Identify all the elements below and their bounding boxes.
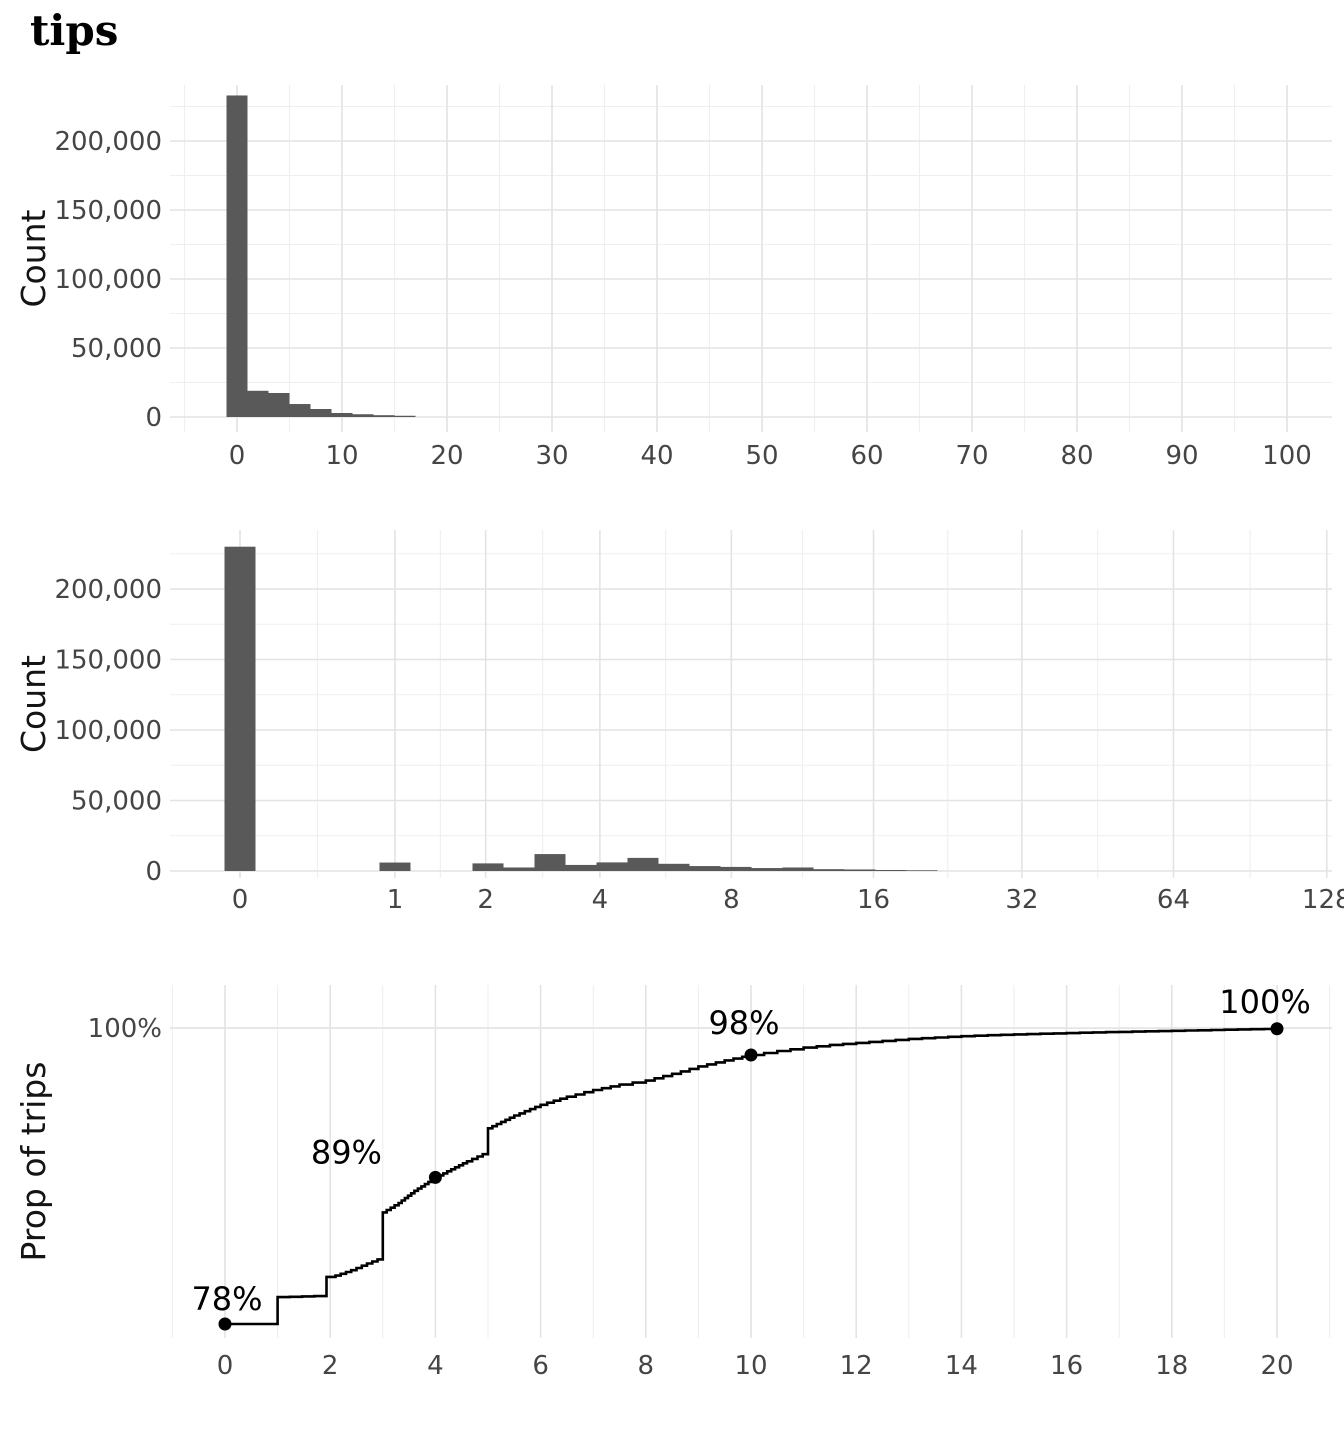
y-tick-label: 150,000 xyxy=(54,646,162,676)
histogram-bar xyxy=(875,870,907,871)
y-tick-label: 100,000 xyxy=(54,716,162,746)
x-tick-label: 10 xyxy=(734,1351,767,1381)
histogram-bar xyxy=(596,862,628,871)
y-axis-title: Count xyxy=(14,209,53,307)
x-tick-label: 0 xyxy=(217,1351,234,1381)
x-tick-label: 0 xyxy=(232,885,249,915)
histogram-bar xyxy=(373,415,395,417)
x-tick-label: 2 xyxy=(322,1351,339,1381)
figure-title: tips xyxy=(30,6,119,55)
y-axis-title: Prop of trips xyxy=(14,1062,53,1262)
histogram-bar xyxy=(289,404,311,417)
x-tick-label: 64 xyxy=(1157,885,1190,915)
point-label: 100% xyxy=(1219,983,1310,1021)
x-tick-label: 40 xyxy=(640,441,673,471)
y-tick-label: 50,000 xyxy=(71,787,162,817)
x-tick-label: 1 xyxy=(387,885,404,915)
histogram-bar xyxy=(906,870,938,871)
histogram-log-chart: 0 1 2 4 8 16 32 64 128 0 50,000 100,000 150,000 200,0… xyxy=(14,530,1344,915)
histogram-bar xyxy=(813,869,845,871)
x-tick-label: 16 xyxy=(1050,1351,1083,1381)
point-label: 78% xyxy=(191,1280,262,1318)
x-tick-label: 20 xyxy=(430,441,463,471)
x-tick-label: 70 xyxy=(955,441,988,471)
histogram-bar xyxy=(782,867,814,871)
x-tick-label: 4 xyxy=(427,1351,444,1381)
x-tick-label: 60 xyxy=(850,441,883,471)
ecdf-point xyxy=(218,1317,232,1331)
y-tick-label: 50,000 xyxy=(71,334,162,364)
histogram-bar xyxy=(226,95,248,418)
x-tick-label: 16 xyxy=(857,885,890,915)
x-tick-label: 8 xyxy=(638,1351,655,1381)
x-tick-label: 0 xyxy=(229,441,246,471)
y-tick-label: 200,000 xyxy=(54,127,162,157)
x-tick-label: 8 xyxy=(723,885,740,915)
x-tick-label: 128 xyxy=(1302,885,1344,915)
y-tick-label: 100% xyxy=(88,1014,162,1044)
x-tick-label: 14 xyxy=(945,1351,978,1381)
ecdf-chart: 78% 89% 98% 100% 0 2 4 6 8 10 12 14 16 18 20 100% Prop o… xyxy=(14,983,1332,1381)
histogram-bar xyxy=(658,863,690,871)
x-tick-label: 20 xyxy=(1260,1351,1293,1381)
x-tick-label: 6 xyxy=(532,1351,549,1381)
x-tick-label: 50 xyxy=(745,441,778,471)
histogram-bar xyxy=(379,862,411,871)
x-tick-label: 2 xyxy=(477,885,494,915)
histogram-bar xyxy=(224,546,256,871)
x-tick-label: 30 xyxy=(535,441,568,471)
histogram-linear-chart: 0 10 20 30 40 50 60 70 80 90 100 0 50,000 100,000 150,… xyxy=(14,85,1332,471)
x-tick-label: 10 xyxy=(325,441,358,471)
histogram-bar xyxy=(627,857,659,871)
histogram-bar xyxy=(352,414,374,417)
point-label: 98% xyxy=(708,1004,779,1042)
histogram-bar xyxy=(331,412,353,417)
histogram-bar xyxy=(472,863,504,871)
histogram-bar xyxy=(310,408,332,417)
x-tick-label: 4 xyxy=(592,885,609,915)
y-tick-label: 150,000 xyxy=(54,196,162,226)
histogram-bar xyxy=(503,867,535,871)
y-tick-label: 100,000 xyxy=(54,265,162,295)
histogram-bar xyxy=(751,868,783,871)
y-tick-label: 200,000 xyxy=(54,575,162,605)
x-tick-label: 18 xyxy=(1155,1351,1188,1381)
ecdf-point xyxy=(428,1170,442,1184)
histogram-bar xyxy=(720,866,752,871)
histogram-bar xyxy=(565,864,597,871)
histogram-bar xyxy=(247,390,269,417)
ecdf-point xyxy=(1270,1022,1284,1036)
x-tick-label: 32 xyxy=(1005,885,1038,915)
ecdf-point xyxy=(744,1048,758,1062)
y-axis-title: Count xyxy=(14,655,53,753)
point-label: 89% xyxy=(311,1133,382,1171)
histogram-bar xyxy=(394,415,416,417)
histogram-bar xyxy=(534,854,566,871)
y-tick-label: 0 xyxy=(145,857,162,887)
x-tick-label: 80 xyxy=(1060,441,1093,471)
x-tick-label: 90 xyxy=(1165,441,1198,471)
ecdf-line xyxy=(225,1027,1279,1326)
x-tick-label: 100 xyxy=(1262,441,1312,471)
histogram-bar xyxy=(689,866,721,871)
histogram-bar xyxy=(268,392,290,417)
histogram-bar xyxy=(844,869,876,871)
y-tick-label: 0 xyxy=(145,403,162,433)
x-tick-label: 12 xyxy=(840,1351,873,1381)
